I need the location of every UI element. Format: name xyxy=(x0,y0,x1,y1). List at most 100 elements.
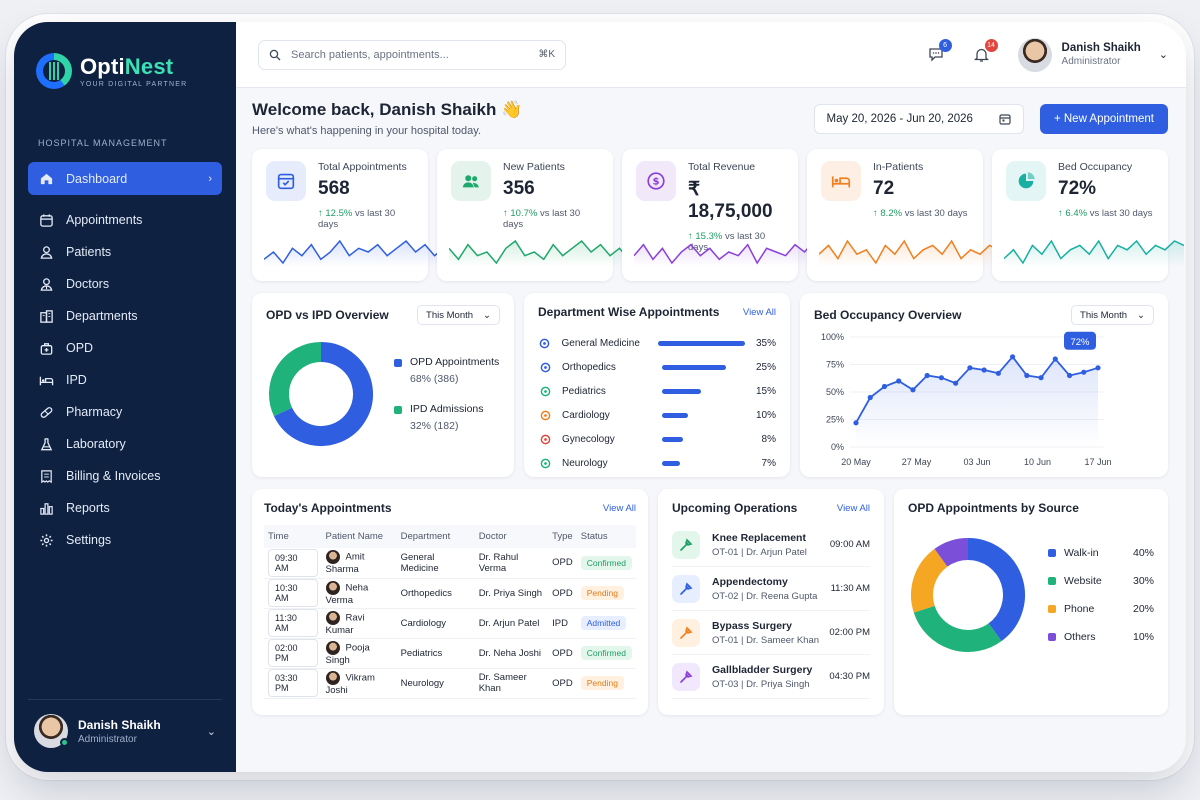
legend-label: IPD Admissions xyxy=(410,403,484,415)
operation-item[interactable]: Bypass Surgery OT-01 | Dr. Sameer Khan 02:… xyxy=(672,611,870,655)
brand-name: OptiNest xyxy=(80,54,174,79)
data-point[interactable] xyxy=(1066,372,1073,379)
bed-icon xyxy=(38,372,54,388)
table-row[interactable]: 02:00 PM Pooja Singh Pediatrics Dr. Neha Jo… xyxy=(264,638,636,669)
data-point[interactable] xyxy=(1009,354,1016,360)
data-point[interactable] xyxy=(910,387,916,393)
stat-card[interactable]: Bed Occupancy 72% ↑ 6.4% vs last 30 days xyxy=(992,149,1184,281)
column-header: Doctor xyxy=(474,525,549,548)
table-row[interactable]: 09:30 AM Amit Sharma General Medicine Dr. R… xyxy=(264,548,636,579)
operation-item[interactable]: Knee Replacement OT-01 | Dr. Arjun Patel 0… xyxy=(672,523,870,567)
user-menu[interactable]: Danish Shaikh Administrator ⌄ xyxy=(1017,37,1168,72)
stat-card[interactable]: New Patients 356 ↑ 10.7% vs last 30 days xyxy=(437,149,629,281)
data-point[interactable] xyxy=(896,378,902,384)
data-point[interactable] xyxy=(1024,372,1030,379)
donut-slice[interactable] xyxy=(269,342,322,417)
data-point[interactable] xyxy=(853,420,859,426)
status-badge: Pending xyxy=(580,676,624,690)
sidebar-item-label: Pharmacy xyxy=(66,405,123,419)
sidebar-item-reports[interactable]: Reports xyxy=(28,495,222,521)
sidebar-item-label: Settings xyxy=(66,533,112,547)
legend-value: 68% (386) xyxy=(410,373,459,385)
data-point[interactable] xyxy=(953,380,959,386)
department-row[interactable]: Gynecology 8% xyxy=(538,427,776,451)
sidebar-item-billing-invoices[interactable]: Billing & Invoices xyxy=(28,463,222,489)
period-select[interactable]: This Month ⌄ xyxy=(417,305,500,325)
doctor-cell: Dr. Sameer Khan xyxy=(474,668,549,699)
data-point[interactable] xyxy=(1095,365,1101,371)
view-all-link[interactable]: View All xyxy=(836,502,870,514)
table-row[interactable]: 11:30 AM Ravi Kumar Cardiology Dr. Arjun Pa… xyxy=(264,608,636,639)
opd-ipd-legend: OPD Appointments 68% (386) IPD Admissions 3… xyxy=(394,356,499,432)
operation-item[interactable]: Gallbladder Surgery OT-03 | Dr. Priya Sin… xyxy=(672,655,870,699)
sidebar-item-ipd[interactable]: IPD xyxy=(28,367,222,393)
sidebar-item-pharmacy[interactable]: Pharmacy xyxy=(28,399,222,425)
stat-trend: ↑ 10.7% vs last 30 days xyxy=(503,208,599,230)
department-row[interactable]: General Medicine 35% xyxy=(538,331,776,355)
operation-details: OT-03 | Dr. Priya Singh xyxy=(712,678,810,690)
appointment-time: 09:30 AM xyxy=(268,548,318,577)
sidebar-user-card[interactable]: Danish Shaikh Administrator ⌄ xyxy=(28,699,222,754)
data-point[interactable] xyxy=(1038,375,1044,381)
donut-slice[interactable] xyxy=(911,548,948,613)
data-point[interactable] xyxy=(1052,356,1058,362)
data-point[interactable] xyxy=(981,367,987,373)
bone-icon xyxy=(538,362,552,373)
opd-ipd-donut-chart xyxy=(269,342,373,446)
donut-slice[interactable] xyxy=(913,605,1002,652)
brand-logo[interactable]: OptiNest YOUR DIGITAL PARTNER xyxy=(28,40,222,98)
messages-button[interactable]: 6 xyxy=(926,38,952,65)
table-row[interactable]: 10:30 AM Neha Verma Orthopedics Dr. Priya S… xyxy=(264,578,636,609)
table-row[interactable]: 03:30 PM Vikram Joshi Neurology Dr. Sameer … xyxy=(264,668,636,699)
sidebar-item-departments[interactable]: Departments xyxy=(28,303,222,329)
users-icon xyxy=(451,161,491,201)
data-point[interactable] xyxy=(881,383,888,390)
type-cell: IPD xyxy=(548,608,577,639)
donut-slice[interactable] xyxy=(967,538,1025,642)
stat-card[interactable]: Total Appointments 568 ↑ 12.5% vs last 30 … xyxy=(252,149,444,281)
stat-card[interactable]: $ Total Revenue ₹ 18,75,000 ↑ 15.3% vs last… xyxy=(622,149,814,281)
sidebar-item-settings[interactable]: Settings xyxy=(28,527,222,553)
department-row[interactable]: Orthopedics 25% xyxy=(538,355,776,379)
operation-item[interactable]: Appendectomy OT-02 | Dr. Reena Gupta 11:30… xyxy=(672,567,870,611)
trend-value: 12.5% xyxy=(325,208,353,219)
period-select[interactable]: This Month ⌄ xyxy=(1071,305,1154,325)
department-row[interactable]: Pediatrics 15% xyxy=(538,379,776,403)
new-appointment-button[interactable]: + New Appointment xyxy=(1039,103,1168,134)
sidebar-item-laboratory[interactable]: Laboratory xyxy=(28,431,222,457)
notifications-button[interactable]: 14 xyxy=(972,38,998,65)
operation-time: 09:00 AM xyxy=(829,539,870,550)
chevron-down-icon[interactable]: ⌄ xyxy=(1158,49,1168,61)
sidebar-item-doctors[interactable]: Doctors xyxy=(28,271,222,297)
data-point[interactable] xyxy=(1081,369,1087,375)
sparkline xyxy=(819,239,999,267)
view-all-link[interactable]: View All xyxy=(742,306,776,318)
data-point[interactable] xyxy=(867,394,873,401)
stat-card[interactable]: In-Patients 72 ↑ 8.2% vs last 30 days xyxy=(807,149,999,281)
department-card: Department Wise Appointments View All Ge… xyxy=(524,293,790,477)
sidebar-item-opd[interactable]: OPD xyxy=(28,335,222,361)
department-row[interactable]: Cardiology 10% xyxy=(538,403,776,427)
donut-slice[interactable] xyxy=(273,342,373,446)
sidebar-item-dashboard[interactable]: Dashboard › xyxy=(28,162,222,195)
donut-slice[interactable] xyxy=(934,538,969,567)
status-badge: Admitted xyxy=(580,616,627,630)
search-input[interactable]: Search patients, appointments... ⌘K xyxy=(258,39,566,70)
date-range-picker[interactable]: May 20, 2026 - Jun 20, 2026 xyxy=(813,103,1024,134)
avatar xyxy=(325,670,340,685)
chevron-down-icon[interactable]: ⌄ xyxy=(206,725,216,738)
y-tick-label: 50% xyxy=(826,387,844,397)
sidebar-item-patients[interactable]: Patients xyxy=(28,239,222,265)
legend-value: 40% xyxy=(1132,547,1154,559)
legend-value: 32% (182) xyxy=(410,420,459,432)
sidebar-item-appointments[interactable]: Appointments xyxy=(28,207,222,233)
department-percent: 25% xyxy=(755,361,776,373)
department-row[interactable]: Neurology 7% xyxy=(538,451,776,475)
data-point[interactable] xyxy=(995,370,1001,376)
data-point[interactable] xyxy=(938,375,945,381)
department-cell: Pediatrics xyxy=(396,638,475,669)
data-point[interactable] xyxy=(924,372,930,379)
data-point[interactable] xyxy=(967,365,973,371)
sparkline xyxy=(634,240,814,267)
view-all-link[interactable]: View All xyxy=(602,502,636,514)
